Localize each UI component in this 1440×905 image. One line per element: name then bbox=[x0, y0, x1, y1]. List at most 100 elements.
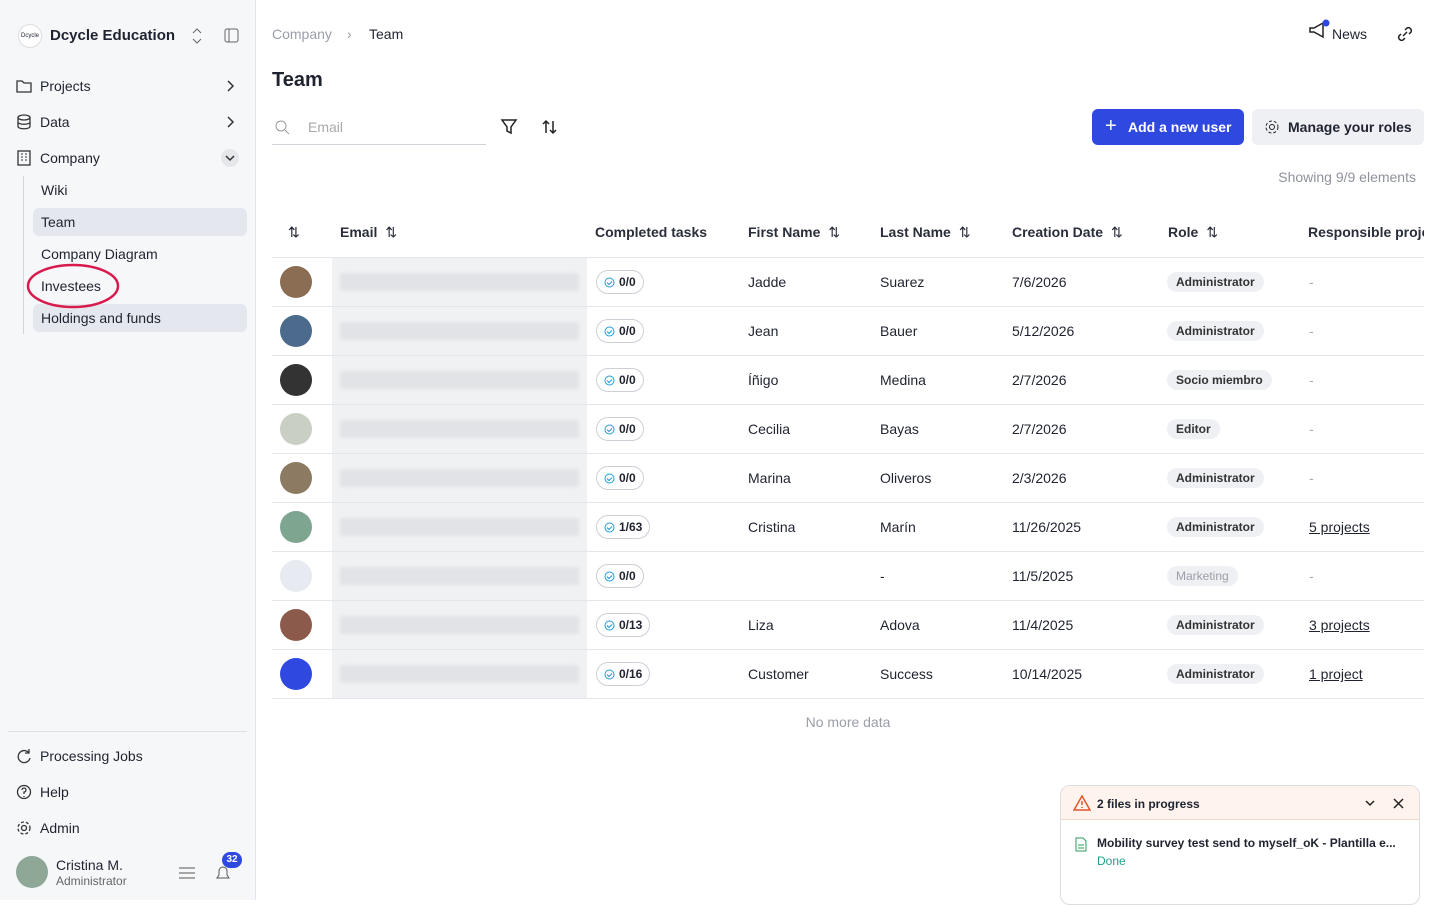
breadcrumb-sep: › bbox=[347, 26, 352, 42]
column-header[interactable]: Creation Date ⇅ bbox=[1012, 224, 1123, 241]
role-badge: Socio miembro bbox=[1167, 370, 1272, 390]
projects-link[interactable]: 3 projects bbox=[1309, 617, 1370, 633]
avatar[interactable] bbox=[280, 315, 312, 347]
nav-item[interactable]: Projects bbox=[16, 74, 240, 98]
email-blurred bbox=[340, 420, 579, 438]
table-footer: No more data bbox=[805, 714, 891, 730]
subnav-line bbox=[23, 176, 24, 334]
task-icon bbox=[604, 277, 615, 288]
sort-icon[interactable]: ⇅ bbox=[828, 224, 841, 240]
completed-tasks: 0/16 bbox=[596, 662, 651, 686]
link-icon[interactable] bbox=[1396, 25, 1414, 43]
breadcrumb: Team bbox=[369, 26, 404, 42]
subnav-item[interactable]: Wiki bbox=[41, 182, 68, 198]
role-badge: Marketing bbox=[1167, 566, 1238, 586]
avatar[interactable] bbox=[280, 266, 312, 298]
role-badge: Administrator bbox=[1167, 664, 1264, 684]
sort-icon[interactable]: ⇅ bbox=[958, 224, 971, 240]
cell: Medina bbox=[880, 372, 926, 388]
row-divider bbox=[272, 698, 1424, 699]
avatar[interactable] bbox=[280, 413, 312, 445]
email-blurred bbox=[340, 371, 579, 389]
projects-empty: - bbox=[1309, 568, 1314, 584]
cell: Adova bbox=[880, 617, 920, 633]
cell: 10/14/2025 bbox=[1012, 666, 1083, 682]
add-user-button[interactable]: + Add a new user bbox=[1092, 109, 1244, 145]
nav-label: Processing Jobs bbox=[40, 748, 143, 764]
manage-roles-label: Manage your roles bbox=[1288, 119, 1412, 135]
chevron[interactable] bbox=[220, 148, 240, 168]
projects-link[interactable]: 5 projects bbox=[1309, 519, 1370, 535]
user-avatar[interactable] bbox=[16, 856, 48, 888]
chevron[interactable] bbox=[220, 76, 240, 96]
completed-tasks: 0/0 bbox=[596, 319, 644, 343]
nav-item[interactable]: Data bbox=[16, 110, 240, 134]
email-blurred bbox=[340, 273, 579, 291]
avatar[interactable] bbox=[280, 462, 312, 494]
nav-item[interactable]: Company bbox=[16, 146, 240, 170]
email-blurred bbox=[340, 469, 579, 487]
task-icon bbox=[604, 522, 615, 533]
toast-file: Mobility survey test send to myself_oK -… bbox=[1097, 836, 1396, 850]
header-sort[interactable]: ⇅ bbox=[288, 224, 300, 240]
toast-title: 2 files in progress bbox=[1097, 797, 1200, 811]
news-icon[interactable] bbox=[1308, 18, 1330, 42]
nav-item[interactable]: Processing Jobs bbox=[16, 744, 143, 768]
chevron[interactable] bbox=[220, 112, 240, 132]
table-tools[interactable] bbox=[500, 118, 560, 136]
subnav-item[interactable]: Investees bbox=[41, 278, 101, 294]
cell: 7/6/2026 bbox=[1012, 274, 1067, 290]
org-icons[interactable] bbox=[190, 28, 242, 44]
column-header[interactable]: Role ⇅ bbox=[1168, 224, 1218, 241]
nav-item[interactable]: Admin bbox=[16, 816, 80, 840]
column-label: First Name bbox=[748, 224, 821, 240]
column-header[interactable]: First Name ⇅ bbox=[748, 224, 840, 241]
user-icons[interactable] bbox=[178, 864, 234, 882]
column-header[interactable]: Email ⇅ bbox=[340, 224, 397, 241]
email-blurred bbox=[340, 518, 579, 536]
sort-icon[interactable]: ⇅ bbox=[385, 224, 398, 240]
logo: Dcycle bbox=[18, 24, 42, 48]
file-icon bbox=[1075, 837, 1087, 852]
column-label: Completed tasks bbox=[595, 224, 708, 240]
task-icon bbox=[604, 375, 615, 386]
search[interactable]: Email bbox=[272, 108, 486, 145]
task-icon bbox=[604, 669, 615, 680]
subnav-item[interactable]: Team bbox=[33, 208, 247, 236]
showing-count: Showing 9/9 elements bbox=[1278, 169, 1416, 185]
cell: Jean bbox=[748, 323, 779, 339]
subnav-item[interactable]: Holdings and funds bbox=[33, 304, 247, 332]
column-header[interactable]: Last Name ⇅ bbox=[880, 224, 971, 241]
cell: Íñigo bbox=[748, 372, 779, 388]
cell: 11/26/2025 bbox=[1012, 519, 1082, 535]
news[interactable]: News bbox=[1332, 26, 1368, 42]
sort-icon[interactable]: ⇅ bbox=[1111, 224, 1123, 240]
cell: Cristina bbox=[748, 519, 796, 535]
avatar[interactable] bbox=[280, 658, 312, 690]
projects-link[interactable]: 1 project bbox=[1309, 666, 1363, 682]
row-divider bbox=[272, 502, 1424, 503]
avatar[interactable] bbox=[280, 364, 312, 396]
warning-icon bbox=[1073, 795, 1091, 811]
task-icon bbox=[604, 424, 615, 435]
subnav-item[interactable]: Company Diagram bbox=[41, 246, 158, 262]
org-name[interactable]: Dcycle Education bbox=[50, 27, 176, 44]
row-divider bbox=[272, 600, 1424, 601]
cell: 11/5/2025 bbox=[1012, 568, 1074, 584]
row-divider bbox=[272, 453, 1424, 454]
highlight-circle bbox=[26, 263, 120, 309]
cell: Cecilia bbox=[748, 421, 791, 437]
sort-icon[interactable]: ⇅ bbox=[1206, 224, 1219, 240]
projects-empty: - bbox=[1309, 274, 1314, 290]
toast-controls[interactable] bbox=[1363, 797, 1409, 811]
avatar[interactable] bbox=[280, 511, 312, 543]
avatar[interactable] bbox=[280, 609, 312, 641]
breadcrumb[interactable]: Company bbox=[272, 26, 332, 42]
nav-label: Data bbox=[40, 114, 70, 130]
role-badge: Administrator bbox=[1167, 615, 1264, 635]
avatar[interactable] bbox=[280, 560, 312, 592]
cell: Bauer bbox=[880, 323, 918, 339]
manage-roles-button[interactable]: Manage your roles bbox=[1252, 109, 1424, 145]
email-blurred bbox=[340, 567, 579, 585]
nav-item[interactable]: Help bbox=[16, 780, 69, 804]
